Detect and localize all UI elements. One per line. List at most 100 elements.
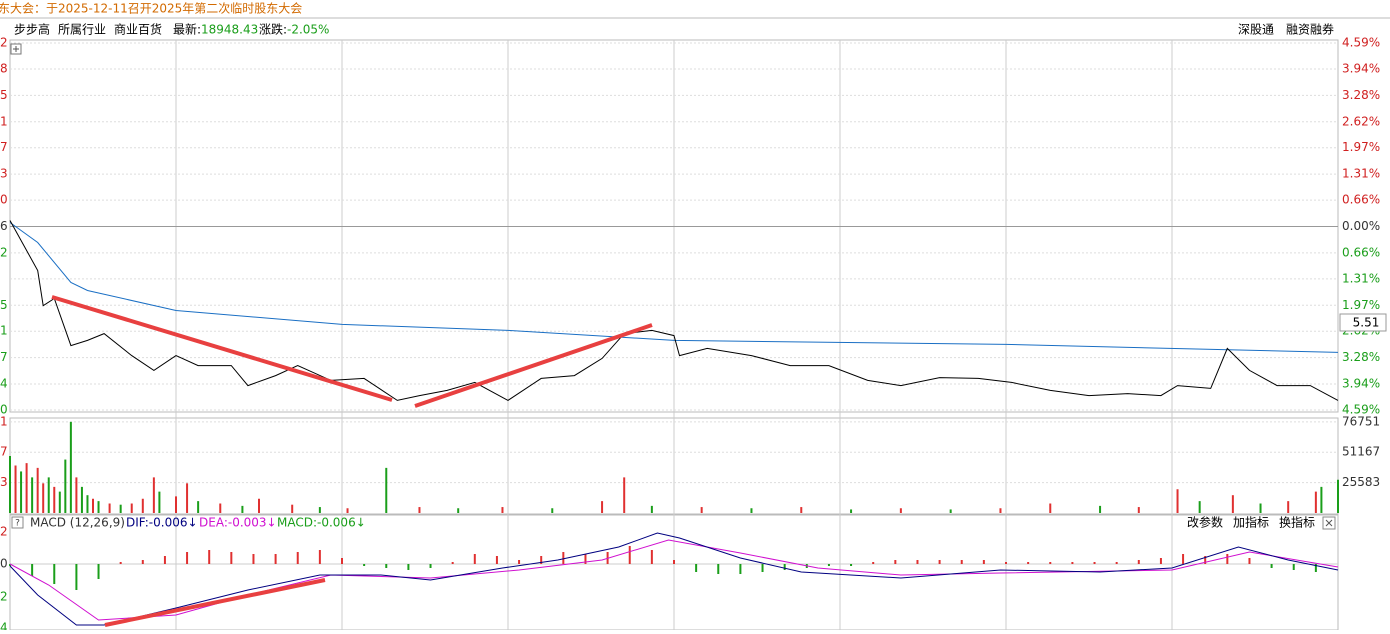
volume-bar	[1337, 479, 1339, 513]
left-label: 2	[0, 590, 8, 604]
help-button[interactable]	[11, 516, 24, 529]
volume-bar	[58, 491, 61, 513]
volume-tick-label: 25583	[1342, 475, 1380, 489]
volume-bar	[130, 503, 133, 513]
help-icon: ?	[15, 519, 20, 529]
volume-bar	[92, 498, 94, 513]
y-tick-label: 3.94%	[1342, 377, 1380, 391]
latest-label: 最新:	[173, 22, 201, 37]
volume-tick-label: 76751	[1342, 414, 1380, 428]
volume-bar	[25, 463, 28, 513]
volume-bar	[501, 507, 504, 513]
drawn-trendline	[51, 295, 393, 402]
volume-bar	[1287, 501, 1290, 513]
volume-bar	[14, 465, 17, 513]
left-label: 2	[0, 36, 8, 50]
drawn-trendline	[414, 323, 653, 408]
volume-bar	[258, 498, 260, 513]
volume-bar	[241, 505, 244, 513]
volume-bar	[999, 508, 1002, 513]
volume-bar	[1049, 503, 1052, 513]
left-label: 0	[0, 403, 8, 417]
y-tick-label: 1.97%	[1342, 140, 1380, 154]
macd-button[interactable]: 改参数	[1187, 515, 1223, 530]
tag[interactable]: 融资融券	[1286, 22, 1334, 37]
volume-bar	[31, 477, 34, 513]
left-label: 0	[0, 557, 8, 571]
left-label: 3	[0, 167, 8, 181]
left-label: 1	[0, 324, 8, 338]
plus-icon	[13, 46, 19, 52]
notice-bar	[0, 0, 1390, 18]
volume-bar	[551, 508, 554, 513]
latest: 18948.43	[201, 23, 258, 37]
y-tick-label: 1.31%	[1342, 167, 1380, 181]
volume-bar	[197, 501, 200, 513]
left-label: 8	[0, 61, 8, 75]
volume-bar	[158, 491, 161, 513]
volume-bar	[36, 467, 39, 513]
drawn-trendline	[104, 578, 326, 627]
industry: 商业百货	[114, 22, 162, 37]
volume-bar	[1198, 501, 1201, 513]
volume-bar	[20, 471, 23, 513]
volume-bar	[700, 507, 703, 513]
y-tick-label: 3.28%	[1342, 350, 1380, 364]
volume-bar	[800, 507, 803, 513]
volume-bar	[1314, 491, 1317, 513]
macd-button[interactable]: 换指标	[1279, 515, 1315, 530]
volume-bar	[108, 503, 111, 513]
dea-label: DEA:-0.003↓	[199, 516, 277, 530]
volume-bar	[418, 507, 421, 513]
volume-bar	[650, 505, 653, 513]
left-label: 1	[0, 414, 8, 428]
volume-bar	[152, 477, 155, 513]
volume-bar	[1320, 486, 1323, 513]
volume-bar	[1259, 503, 1262, 513]
left-label: 7	[0, 350, 8, 364]
volume-bar	[1099, 505, 1102, 513]
grid: 4.59% 2 3.94% 8 3.28% 5 2.62% 1 1.97% 7 1.31% 3 0.66…	[0, 36, 1380, 634]
left-label: 4	[0, 377, 8, 391]
volume-bar	[64, 459, 67, 513]
left-label: 2	[0, 525, 8, 539]
y-tick-label: 1.97%	[1342, 298, 1380, 312]
y-tick-label: 4.59%	[1342, 36, 1380, 50]
volume-bar	[97, 501, 100, 513]
y-tick-label: 0.66%	[1342, 193, 1380, 207]
y-tick-label: 2.62%	[1342, 114, 1380, 128]
volume-bar	[750, 508, 753, 513]
tag[interactable]: 深股通	[1238, 23, 1274, 37]
notice: 东大会：于2025-12-11召开2025年第二次临时股东大会	[0, 2, 302, 16]
macd-title: MACD (12,26,9)	[30, 516, 125, 530]
left-label: 4	[0, 621, 8, 631]
y-tick-label: 3.28%	[1342, 88, 1380, 102]
left-label: 1	[0, 114, 8, 128]
left-label: 5	[0, 298, 8, 312]
left-label: 7	[0, 445, 8, 459]
change: -2.05%	[287, 23, 329, 37]
volume-bar	[850, 509, 853, 513]
y-tick-label: 0.00%	[1342, 219, 1380, 233]
y-tick-label: 4.59%	[1342, 403, 1380, 417]
left-label: 0	[0, 193, 8, 207]
macd-button[interactable]: 加指标	[1233, 515, 1269, 530]
volume-bar	[186, 483, 189, 513]
industry-label: 所属行业	[58, 23, 106, 37]
volume-bar	[80, 486, 83, 513]
volume-bar	[119, 504, 122, 513]
price-line	[9, 220, 1339, 401]
volume-bar	[385, 467, 388, 513]
left-label: 6	[0, 219, 8, 233]
volume-bar	[9, 456, 11, 513]
volume-bar	[899, 508, 902, 513]
close-icon	[1325, 519, 1333, 527]
volume-bar	[291, 504, 294, 513]
volume-bar	[1176, 489, 1179, 513]
volume-bar	[219, 503, 222, 513]
volume-bar	[457, 508, 460, 513]
volume-bar	[1137, 507, 1140, 513]
left-label: 5	[0, 88, 8, 102]
